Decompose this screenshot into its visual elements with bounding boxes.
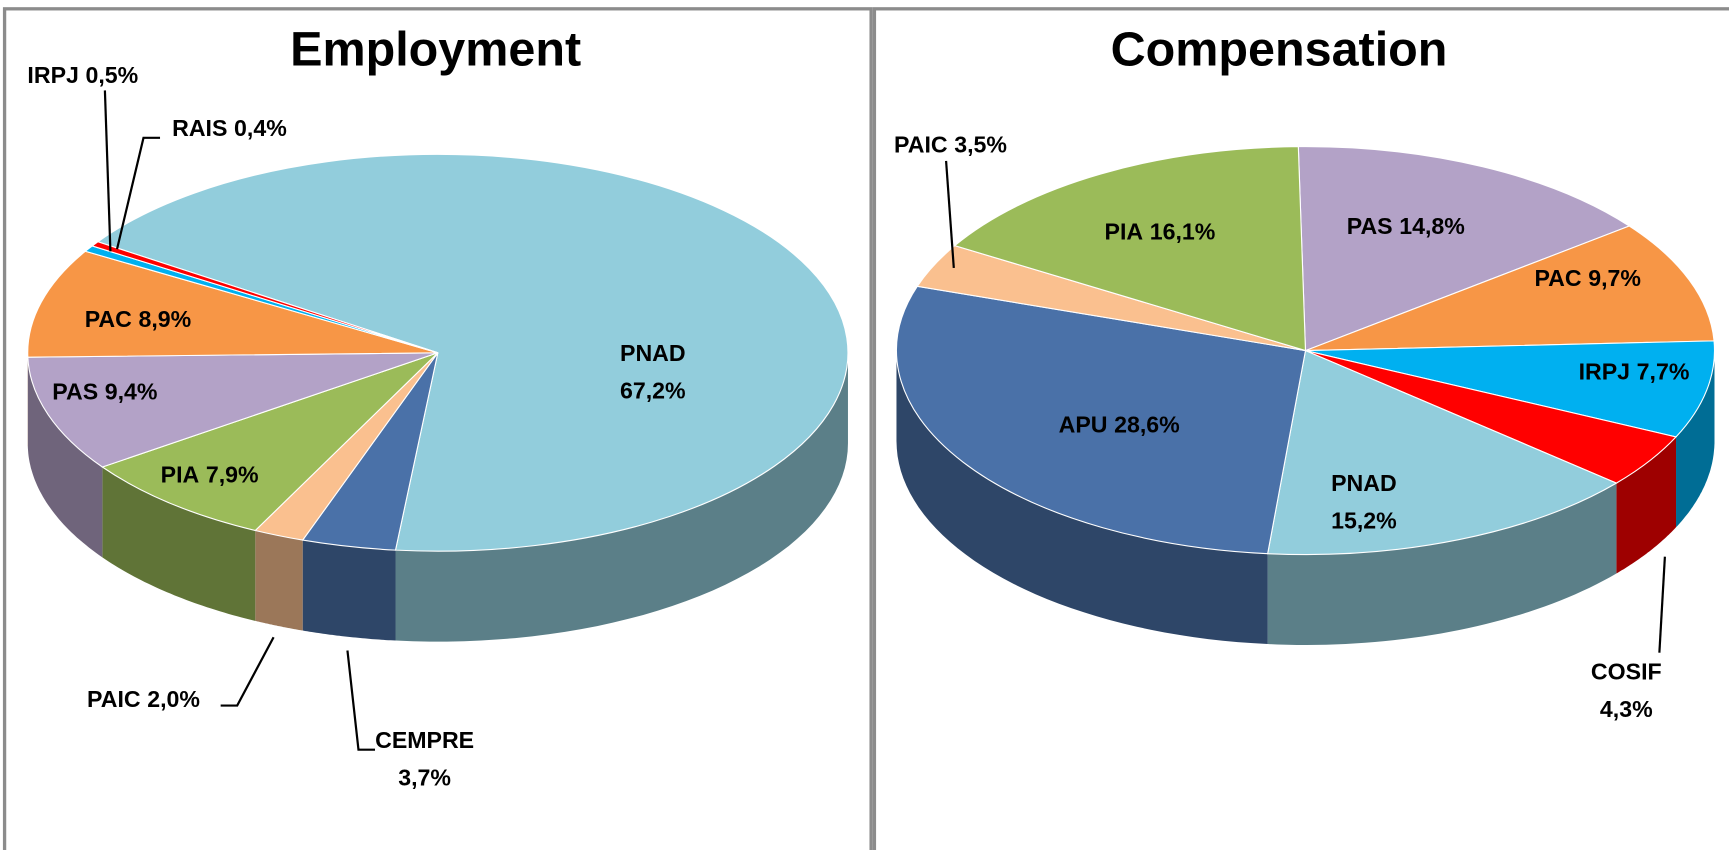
value-label: 0,5% [86, 62, 139, 88]
value-label: 0,4% [234, 115, 287, 141]
value-label: 3,5% [954, 132, 1007, 158]
pie-slice [953, 146, 1307, 352]
data-label: CEMPRE 3,7% [375, 727, 474, 790]
category-label: PAC [1534, 265, 1581, 291]
data-label: PAS 14,8% [1347, 213, 1465, 239]
panel-frame [2, 7, 873, 850]
category-label: PAS [1347, 213, 1393, 239]
pie-slice [101, 352, 439, 532]
category-label: PNAD [1331, 470, 1397, 496]
category-label: APU [1059, 412, 1108, 438]
pie-slice [27, 250, 438, 358]
pie-side [1616, 436, 1677, 574]
data-label: PNAD 67,2% [620, 340, 686, 403]
category-label: PIA [161, 461, 200, 487]
leader-line [346, 650, 376, 751]
data-label: IRPJ 7,7% [1579, 359, 1690, 385]
pie-side [102, 467, 256, 621]
value-label: 16,1% [1150, 219, 1216, 245]
value-label: 9,4% [105, 379, 158, 405]
value-label: 2,0% [147, 686, 200, 712]
pie-slice [91, 241, 439, 354]
category-label: PAIC [894, 132, 948, 158]
pie-slice [1305, 340, 1716, 438]
data-label: PIA 16,1% [1105, 219, 1216, 245]
leader-line [103, 90, 112, 252]
leader-line [1658, 556, 1666, 653]
category-label: PAIC [87, 686, 141, 712]
category-label: PIA [1105, 219, 1144, 245]
category-label: PAC [85, 306, 132, 332]
value-label: 14,8% [1399, 213, 1465, 239]
chart-title: Compensation [1111, 23, 1448, 77]
data-label: PAC 8,9% [85, 306, 192, 332]
leader-line [220, 636, 275, 707]
pie-slice [1305, 225, 1715, 352]
category-label: PNAD [620, 340, 686, 366]
data-label: PAIC 3,5% [894, 132, 1007, 158]
pie-slice [27, 352, 439, 468]
panel-frame [872, 7, 1729, 850]
data-label: IRPJ 0,5% [27, 62, 138, 88]
category-label: PAS [52, 379, 98, 405]
value-label: 28,6% [1114, 412, 1180, 438]
pie-side [27, 357, 103, 558]
value-label: 9,7% [1588, 265, 1641, 291]
pie-side [395, 352, 848, 642]
data-label: PAS 9,4% [52, 379, 157, 405]
pie-side [302, 540, 396, 641]
value-label: 15,2% [1331, 508, 1397, 534]
data-label: PAC 9,7% [1534, 265, 1641, 291]
leader-line [115, 136, 161, 250]
pie-slice [1267, 349, 1618, 556]
value-label: 4,3% [1600, 696, 1653, 722]
value-label: 8,9% [138, 306, 191, 332]
pie-side [896, 350, 1268, 645]
value-label: 7,7% [1637, 359, 1690, 385]
category-label: COSIF [1591, 659, 1662, 685]
data-label: COSIF 4,3% [1591, 659, 1662, 722]
category-label: IRPJ [1579, 359, 1630, 385]
pie-side [255, 530, 303, 631]
value-label: 3,7% [398, 765, 451, 791]
value-label: 7,9% [206, 461, 259, 487]
category-label: IRPJ [27, 62, 78, 88]
chart-title: Employment [290, 23, 581, 77]
leader-line [944, 160, 955, 268]
value-label: 67,2% [620, 378, 686, 404]
category-label: CEMPRE [375, 727, 474, 753]
pie-slice [895, 285, 1307, 555]
data-label: APU 28,6% [1059, 412, 1180, 438]
pie-slice [1297, 146, 1631, 352]
category-label: RAIS [172, 115, 227, 141]
pie-side [1267, 483, 1617, 645]
data-label: PNAD 15,2% [1331, 470, 1397, 533]
data-label: RAIS 0,4% [172, 115, 287, 141]
data-label: PAIC 2,0% [87, 686, 200, 712]
data-label: PIA 7,9% [161, 461, 259, 487]
pie-slice [96, 153, 849, 552]
